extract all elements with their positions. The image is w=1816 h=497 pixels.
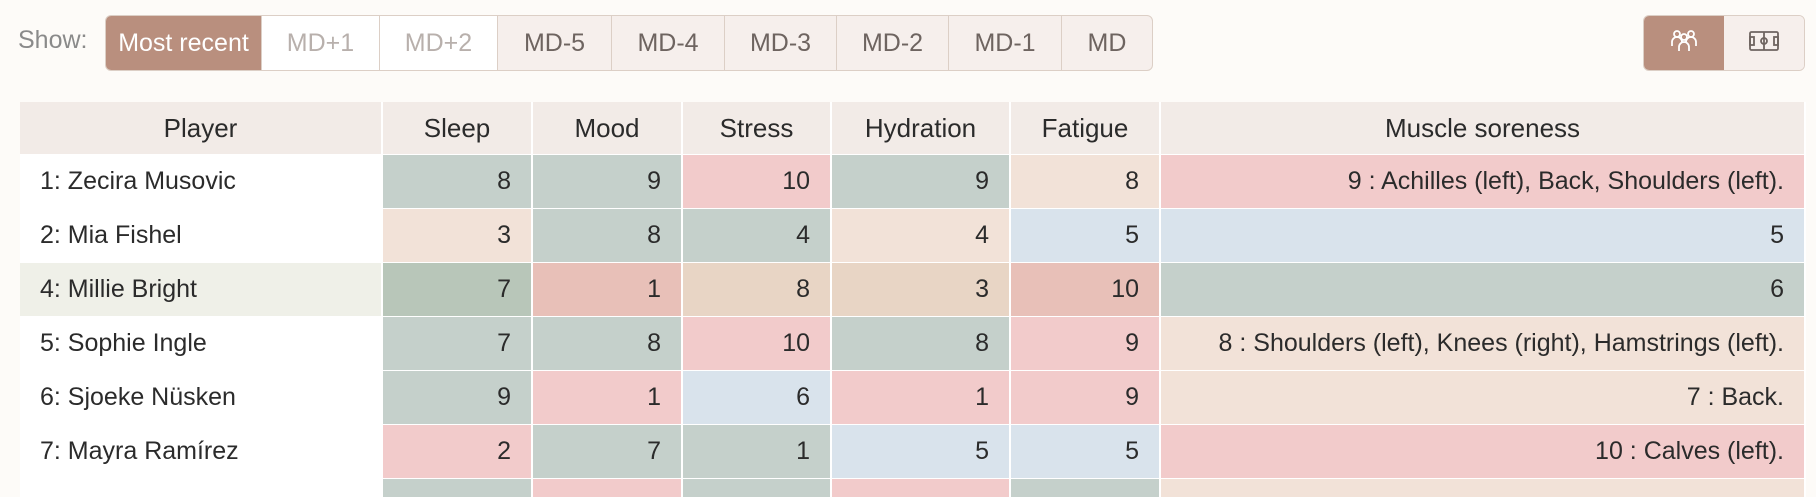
player-name[interactable]: 4: Millie Bright (20, 262, 383, 317)
mood-cell: 8 (532, 316, 683, 371)
table-header-row: Player Sleep Mood Stress Hydration Fatig… (20, 102, 1806, 155)
team-people-icon (1668, 28, 1700, 59)
fatigue-cell: 5 (1010, 208, 1161, 263)
sleep-cell: 9 (382, 370, 533, 425)
pitch-view-button[interactable] (1724, 16, 1804, 70)
col-fatigue[interactable]: Fatigue (1010, 102, 1161, 155)
stress-cell: 10 (682, 316, 832, 371)
player-name[interactable]: 2: Mia Fishel (20, 208, 383, 263)
stress-cell: 4 (682, 208, 832, 263)
player-name[interactable]: 1: Zecira Musovic (20, 154, 383, 209)
mood-cell: 1 (532, 370, 683, 425)
stress-cell: 10 (682, 154, 832, 209)
col-hydration[interactable]: Hydration (831, 102, 1011, 155)
filter-md-3[interactable]: MD-3 (725, 16, 837, 70)
table-row[interactable]: 2: Mia Fishel 3 8 4 4 5 5 (20, 208, 1806, 263)
hydration-cell: 1 (831, 370, 1011, 425)
sleep-cell: 3 (382, 208, 533, 263)
table-row[interactable]: 4: Millie Bright 7 1 8 3 10 6 (20, 262, 1806, 317)
fatigue-cell: 9 (1010, 316, 1161, 371)
stress-cell: 1 (682, 424, 832, 479)
sleep-cell: 2 (382, 424, 533, 479)
filter-md[interactable]: MD (1087, 29, 1127, 57)
col-sleep[interactable]: Sleep (382, 102, 533, 155)
filter-md-5[interactable]: MD-5 (498, 16, 612, 70)
filter-md-plus-2[interactable]: MD+2 (380, 16, 498, 70)
player-name[interactable]: 7: Mayra Ramírez (20, 424, 383, 479)
mood-cell: 1 (532, 262, 683, 317)
pitch-field-icon (1748, 29, 1780, 58)
table-row[interactable]: 6: Sjoeke Nüsken 9 1 6 1 9 7 : Back. (20, 370, 1806, 425)
col-player[interactable]: Player (20, 102, 383, 155)
table-row[interactable]: 7: Mayra Ramírez 2 7 1 5 5 10 : Calves (… (20, 424, 1806, 479)
hydration-cell: 8 (831, 316, 1011, 371)
mood-cell: 7 (532, 424, 683, 479)
team-view-button[interactable] (1644, 16, 1724, 70)
filter-most-recent[interactable]: Most recent (106, 16, 262, 70)
col-mood[interactable]: Mood (532, 102, 683, 155)
fatigue-cell: 8 (1010, 154, 1161, 209)
player-name[interactable]: 6: Sjoeke Nüsken (20, 370, 383, 425)
mood-cell: 9 (532, 154, 683, 209)
soreness-cell: 8 : Shoulders (left), Knees (right), Ham… (1160, 316, 1806, 371)
soreness-cell: 6 (1160, 262, 1806, 317)
fatigue-cell: 10 (1010, 262, 1161, 317)
sleep-cell: 7 (382, 316, 533, 371)
soreness-cell: 10 : Calves (left). (1160, 424, 1806, 479)
fatigue-cell: 9 (1010, 370, 1161, 425)
soreness-cell: 9 : Achilles (left), Back, Shoulders (le… (1160, 154, 1806, 209)
wellness-table: Player Sleep Mood Stress Hydration Fatig… (20, 102, 1806, 497)
sleep-cell: 7 (382, 262, 533, 317)
table-row[interactable]: 5: Sophie Ingle 7 8 10 8 9 8 : Shoulders… (20, 316, 1806, 371)
hydration-cell: 3 (831, 262, 1011, 317)
table-row[interactable]: 1: Zecira Musovic 8 9 10 9 8 9 : Achille… (20, 154, 1806, 209)
toolbar: Show: Most recent MD+1 MD+2 MD-5 MD-4 MD… (0, 0, 1816, 80)
hydration-cell: 5 (831, 424, 1011, 479)
hydration-cell: 4 (831, 208, 1011, 263)
view-toggle (1643, 15, 1805, 71)
player-name[interactable]: 5: Sophie Ingle (20, 316, 383, 371)
stress-cell: 8 (682, 262, 832, 317)
soreness-cell: 5 (1160, 208, 1806, 263)
stress-cell: 6 (682, 370, 832, 425)
col-muscle-soreness[interactable]: Muscle soreness (1160, 102, 1806, 155)
show-label: Show: (18, 26, 88, 54)
filter-md-1[interactable]: MD-1 (949, 16, 1062, 70)
sleep-cell: 8 (382, 154, 533, 209)
hydration-cell: 9 (831, 154, 1011, 209)
col-stress[interactable]: Stress (682, 102, 832, 155)
filter-md-plus-1[interactable]: MD+1 (262, 16, 380, 70)
filter-md-2[interactable]: MD-2 (837, 16, 949, 70)
matchday-filter: Most recent MD+1 MD+2 MD-5 MD-4 MD-3 MD-… (105, 15, 1153, 71)
mood-cell: 8 (532, 208, 683, 263)
filter-md-4[interactable]: MD-4 (612, 16, 725, 70)
fatigue-cell: 5 (1010, 424, 1161, 479)
soreness-cell: 7 : Back. (1160, 370, 1806, 425)
